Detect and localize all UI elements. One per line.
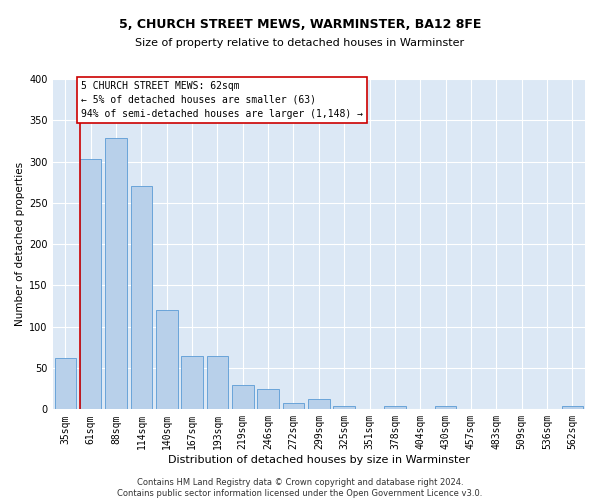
Text: 5, CHURCH STREET MEWS, WARMINSTER, BA12 8FE: 5, CHURCH STREET MEWS, WARMINSTER, BA12 … <box>119 18 481 30</box>
Y-axis label: Number of detached properties: Number of detached properties <box>15 162 25 326</box>
Bar <box>105 138 127 409</box>
Bar <box>257 388 279 409</box>
Bar <box>131 186 152 410</box>
Text: 5 CHURCH STREET MEWS: 62sqm
← 5% of detached houses are smaller (63)
94% of semi: 5 CHURCH STREET MEWS: 62sqm ← 5% of deta… <box>81 80 363 118</box>
Bar <box>156 310 178 410</box>
Bar <box>206 356 228 410</box>
Bar <box>308 400 329 409</box>
Bar <box>55 358 76 410</box>
Bar <box>283 402 304 409</box>
Text: Size of property relative to detached houses in Warminster: Size of property relative to detached ho… <box>136 38 464 48</box>
Bar <box>435 406 457 409</box>
Bar <box>80 159 101 409</box>
Bar <box>334 406 355 409</box>
Bar <box>232 384 254 409</box>
Bar <box>181 356 203 410</box>
Text: Contains HM Land Registry data © Crown copyright and database right 2024.
Contai: Contains HM Land Registry data © Crown c… <box>118 478 482 498</box>
Bar <box>384 406 406 409</box>
X-axis label: Distribution of detached houses by size in Warminster: Distribution of detached houses by size … <box>168 455 470 465</box>
Bar <box>562 406 583 409</box>
